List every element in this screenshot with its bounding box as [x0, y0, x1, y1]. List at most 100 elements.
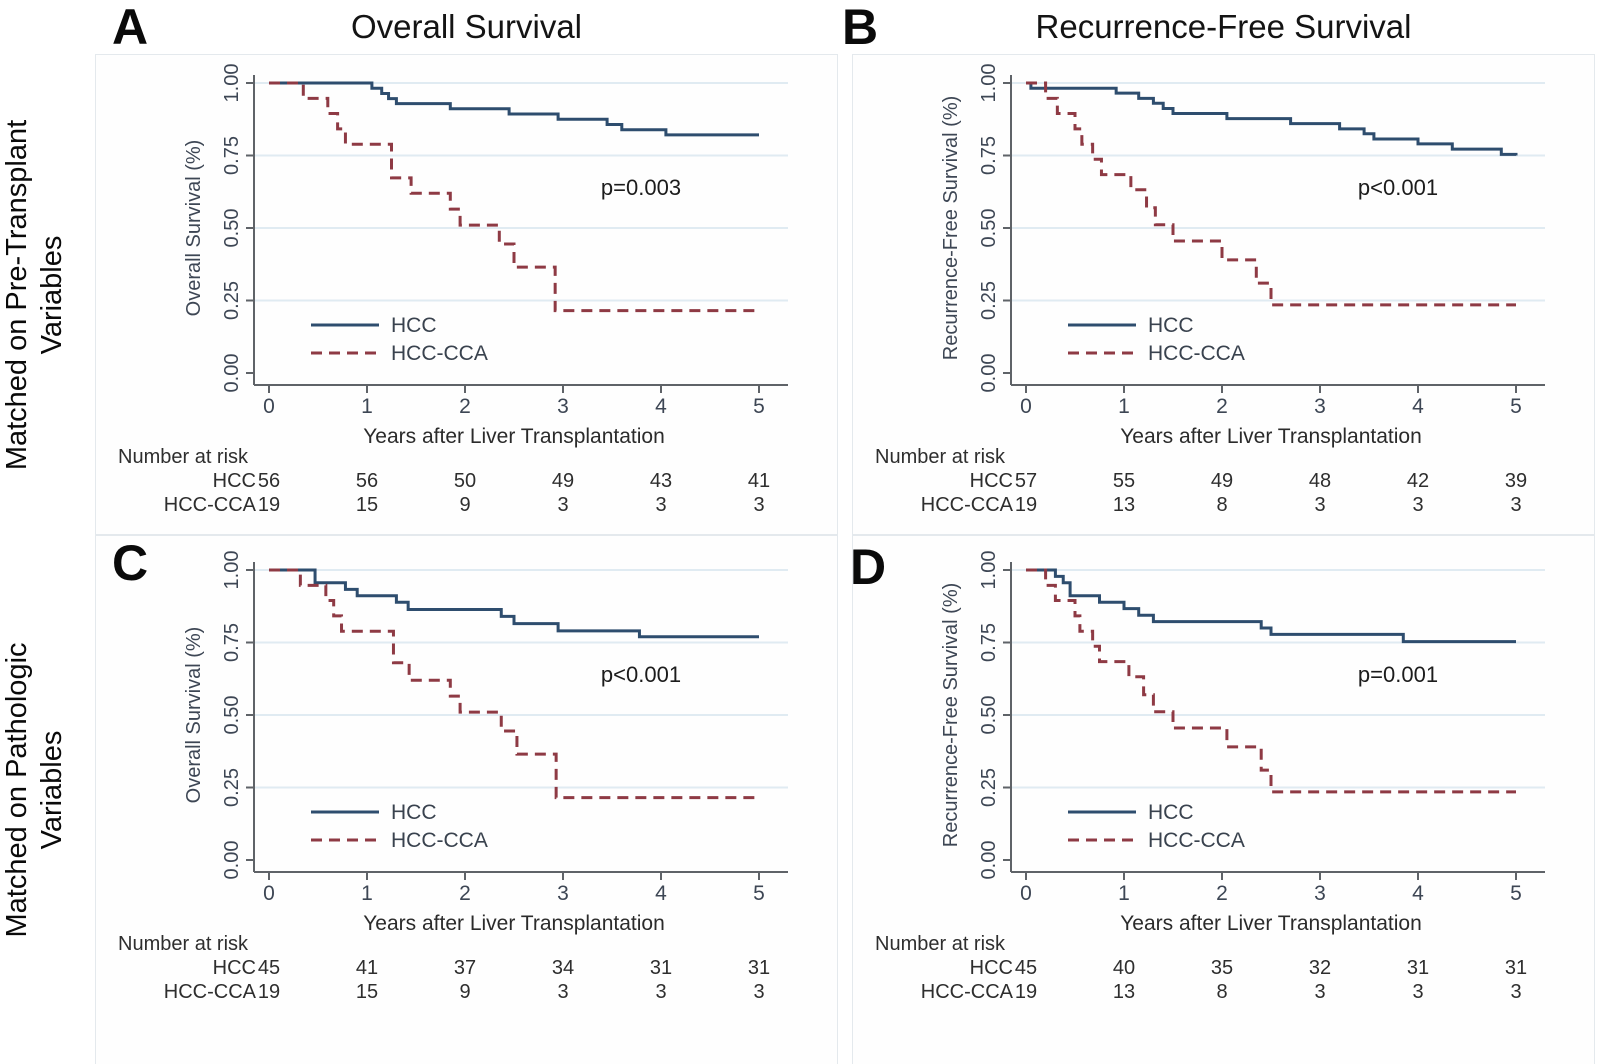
x-tick-label: 5 [1510, 395, 1522, 418]
p-value-label: p<0.001 [1358, 175, 1438, 200]
legend: HCC HCC-CCA [1068, 801, 1245, 852]
x-tick-label: 3 [1314, 395, 1326, 418]
risk-value: 3 [557, 981, 568, 1003]
x-tick-label: 1 [361, 882, 373, 905]
risk-table-header: Number at risk [118, 446, 249, 468]
panel-letter-c: C [112, 535, 149, 591]
risk-value: 41 [748, 470, 770, 492]
survival-curve-hcc [269, 568, 759, 639]
y-axis-title: Recurrence-Free Survival (%) [940, 583, 962, 848]
legend-label-hcc: HCC [391, 801, 437, 824]
risk-value: 19 [1015, 494, 1037, 516]
x-tick-label: 4 [655, 395, 667, 418]
risk-value: 50 [454, 470, 476, 492]
risk-value: 45 [258, 957, 280, 979]
km-chart-recurrence-free-pathologic: 0.00 0.25 0.50 0.75 1.00 Recurrence-Free Surv… [875, 551, 1545, 1003]
risk-value: 49 [552, 470, 574, 492]
y-tick-label: 1.00 [978, 551, 1000, 590]
x-tick-label: 3 [557, 395, 569, 418]
risk-value: 48 [1309, 470, 1331, 492]
survival-curve-hcc [1026, 81, 1518, 156]
x-tick-label: 2 [459, 882, 471, 905]
risk-row-label-hcc-cca: HCC-CCA [921, 981, 1014, 1003]
risk-value: 3 [655, 494, 666, 516]
risk-row-label-hcc: HCC [970, 470, 1013, 492]
gridlines [254, 569, 788, 789]
risk-value: 9 [459, 981, 470, 1003]
y-tick-label: 0.75 [221, 136, 243, 175]
x-tick-label: 5 [753, 395, 765, 418]
axes: 0.00 0.25 0.50 0.75 1.00 Overall Survival (%)… [183, 64, 788, 448]
legend: HCC HCC-CCA [311, 314, 488, 365]
legend-label-hcc-cca: HCC-CCA [391, 829, 488, 852]
risk-value: 37 [454, 957, 476, 979]
y-tick-label: 0.00 [978, 354, 1000, 393]
risk-value: 13 [1113, 981, 1135, 1003]
y-tick-label: 0.25 [221, 281, 243, 320]
risk-value: 42 [1407, 470, 1429, 492]
x-axis-title: Years after Liver Transplantation [1120, 912, 1422, 935]
y-axis-title: Recurrence-Free Survival (%) [940, 96, 962, 361]
panel-c-box: 0.00 0.25 0.50 0.75 1.00 Overall Survival (%)… [95, 535, 838, 1064]
risk-value: 3 [655, 981, 666, 1003]
x-tick-label: 5 [1510, 882, 1522, 905]
axes: 0.00 0.25 0.50 0.75 1.00 Recurrence-Free Surv… [940, 64, 1545, 448]
x-tick-label: 5 [753, 882, 765, 905]
risk-value: 39 [1505, 470, 1527, 492]
axes: 0.00 0.25 0.50 0.75 1.00 Overall Survival (%)… [183, 551, 788, 935]
x-tick-label: 0 [263, 882, 275, 905]
risk-table-header: Number at risk [875, 933, 1006, 955]
gridlines [1011, 569, 1545, 789]
risk-value: 9 [459, 494, 470, 516]
x-tick-label: 3 [1314, 882, 1326, 905]
risk-value: 13 [1113, 494, 1135, 516]
risk-value: 55 [1113, 470, 1135, 492]
row-label-pre-transplant: Matched on Pre-Transplant Variables [0, 60, 90, 530]
km-chart-overall-survival-pathologic: 0.00 0.25 0.50 0.75 1.00 Overall Survival (%)… [118, 551, 788, 1003]
legend-label-hcc: HCC [1148, 801, 1194, 824]
survival-curve-hcc-cca [269, 568, 759, 800]
risk-value: 3 [1314, 494, 1325, 516]
x-tick-label: 2 [1216, 882, 1228, 905]
y-tick-label: 0.50 [978, 209, 1000, 248]
y-tick-label: 0.75 [221, 623, 243, 662]
risk-value: 3 [753, 981, 764, 1003]
risk-value: 3 [557, 494, 568, 516]
column-title-recurrence-free-survival: Recurrence-Free Survival [1035, 8, 1412, 45]
y-tick-label: 0.50 [221, 209, 243, 248]
axes: 0.00 0.25 0.50 0.75 1.00 Recurrence-Free Surv… [940, 551, 1545, 935]
y-tick-label: 0.00 [978, 841, 1000, 880]
risk-row-label-hcc-cca: HCC-CCA [921, 494, 1014, 516]
x-tick-label: 2 [459, 395, 471, 418]
x-tick-label: 0 [1020, 395, 1032, 418]
x-tick-label: 1 [361, 395, 373, 418]
y-axis-title: Overall Survival (%) [183, 627, 205, 804]
x-tick-label: 0 [1020, 882, 1032, 905]
risk-value: 15 [356, 981, 378, 1003]
risk-value: 40 [1113, 957, 1135, 979]
panel-letter-d: D [850, 539, 887, 595]
x-axis-title: Years after Liver Transplantation [363, 912, 665, 935]
risk-row-label-hcc: HCC [213, 957, 256, 979]
risk-value: 43 [650, 470, 672, 492]
survival-curve-hcc [1026, 568, 1516, 644]
x-tick-label: 4 [655, 882, 667, 905]
legend: HCC HCC-CCA [311, 801, 488, 852]
p-value-label: p=0.003 [601, 175, 681, 200]
y-tick-label: 0.50 [978, 696, 1000, 735]
row-label-pathologic: Matched on Pathologic Variables [0, 555, 90, 1025]
risk-value: 19 [258, 981, 280, 1003]
y-tick-label: 0.25 [221, 768, 243, 807]
legend-label-hcc-cca: HCC-CCA [1148, 829, 1245, 852]
legend: HCC HCC-CCA [1068, 314, 1245, 365]
y-axis-title: Overall Survival (%) [183, 140, 205, 317]
risk-table-header: Number at risk [118, 933, 249, 955]
legend-label-hcc: HCC [1148, 314, 1194, 337]
risk-value: 49 [1211, 470, 1233, 492]
y-tick-label: 0.50 [221, 696, 243, 735]
y-tick-label: 0.25 [978, 281, 1000, 320]
y-tick-label: 0.00 [221, 841, 243, 880]
